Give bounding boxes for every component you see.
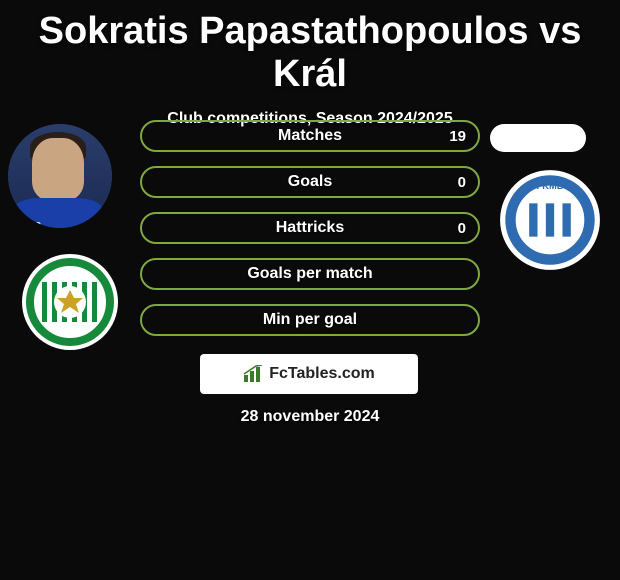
stat-value-right: 19	[449, 128, 466, 145]
stat-row: Matches 19	[140, 120, 480, 152]
player2-photo-placeholder	[490, 124, 586, 152]
stat-label: Min per goal	[263, 311, 357, 329]
stat-label: Matches	[278, 127, 342, 145]
stat-row: Min per goal	[140, 304, 480, 336]
stat-value-right: 0	[458, 174, 466, 191]
attribution-text: FcTables.com	[269, 365, 375, 383]
chart-icon	[243, 365, 265, 383]
stat-label: Hattricks	[276, 219, 344, 237]
stat-label: Goals per match	[247, 265, 372, 283]
date-label: 28 november 2024	[0, 408, 620, 426]
player1-photo: 19	[8, 124, 112, 228]
page-title: Sokratis Papastathopoulos vs Král	[0, 0, 620, 96]
stat-value-right: 0	[458, 220, 466, 237]
club-badge-icon: FKMB	[498, 168, 602, 272]
stat-label: Goals	[288, 173, 332, 191]
player1-club-badge	[20, 252, 120, 352]
svg-text:FKMB: FKMB	[537, 181, 564, 191]
stat-row: Hattricks 0	[140, 212, 480, 244]
player2-club-badge: FKMB	[498, 168, 602, 272]
club-badge-icon	[20, 252, 120, 352]
stat-row: Goals per match	[140, 258, 480, 290]
stats-container: Matches 19 Goals 0 Hattricks 0 Goals per match…	[140, 120, 480, 350]
attribution-badge: FcTables.com	[200, 354, 418, 394]
stat-row: Goals 0	[140, 166, 480, 198]
player1-jersey-number: 19	[27, 219, 41, 228]
